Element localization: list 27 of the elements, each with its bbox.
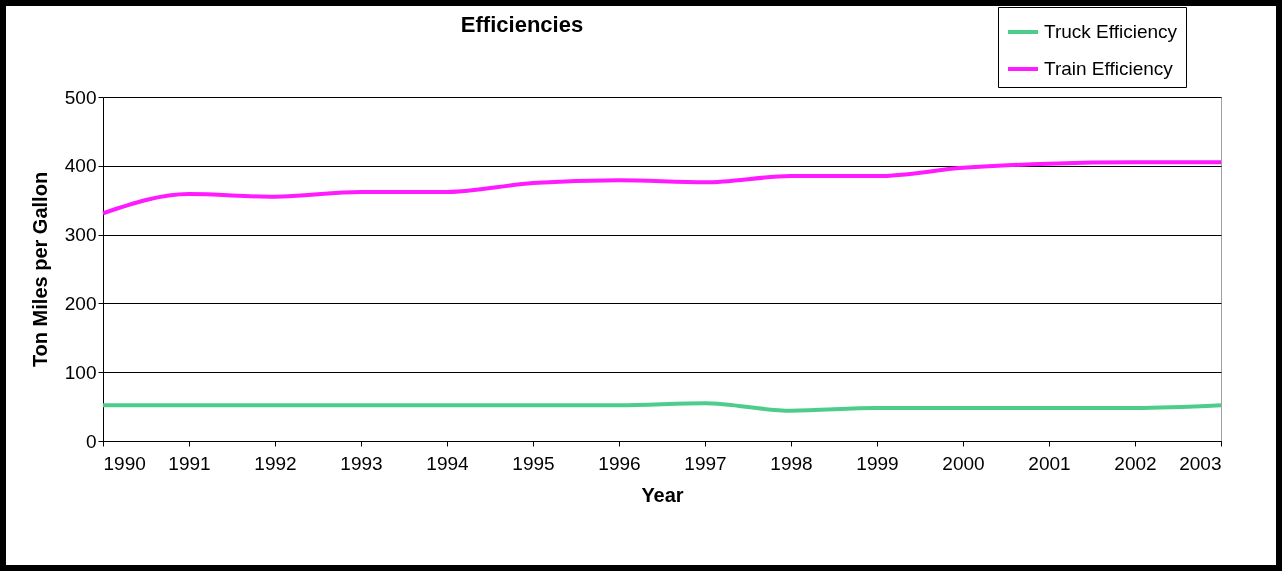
line-series	[101, 401, 1223, 413]
x-tick-label: 1992	[254, 452, 297, 474]
legend-label: Truck Efficiency	[1044, 21, 1178, 42]
x-tick-label: 2001	[1028, 452, 1071, 474]
x-tick-label: 1994	[426, 452, 470, 474]
line-series	[101, 160, 1223, 216]
x-tick-label: 1997	[684, 452, 727, 474]
x-tick-label: 1995	[512, 452, 555, 474]
x-tick-label: 1999	[856, 452, 899, 474]
x-tick-label: 2002	[1114, 452, 1157, 474]
y-tick-label: 300	[64, 224, 97, 246]
y-tick-label: 0	[85, 430, 97, 452]
chart-title: Efficiencies	[460, 11, 584, 37]
x-tick-label: 1998	[770, 452, 813, 474]
y-tick-label: 200	[64, 292, 97, 314]
x-tick-label: 1996	[598, 452, 641, 474]
y-tick-label: 100	[64, 361, 97, 383]
x-axis-title: Year	[641, 483, 684, 506]
y-axis-title: Ton Miles per Gallon	[28, 171, 51, 368]
x-tick-label: 1991	[168, 452, 211, 474]
x-tick-label: 2003	[1179, 452, 1222, 474]
x-tick-label: 2000	[942, 452, 985, 474]
y-tick-label: 400	[64, 155, 97, 177]
legend-label: Train Efficiency	[1044, 58, 1174, 79]
x-tick-label: 1990	[103, 452, 146, 474]
y-tick-label: 500	[64, 86, 97, 108]
x-tick-label: 1993	[340, 452, 383, 474]
